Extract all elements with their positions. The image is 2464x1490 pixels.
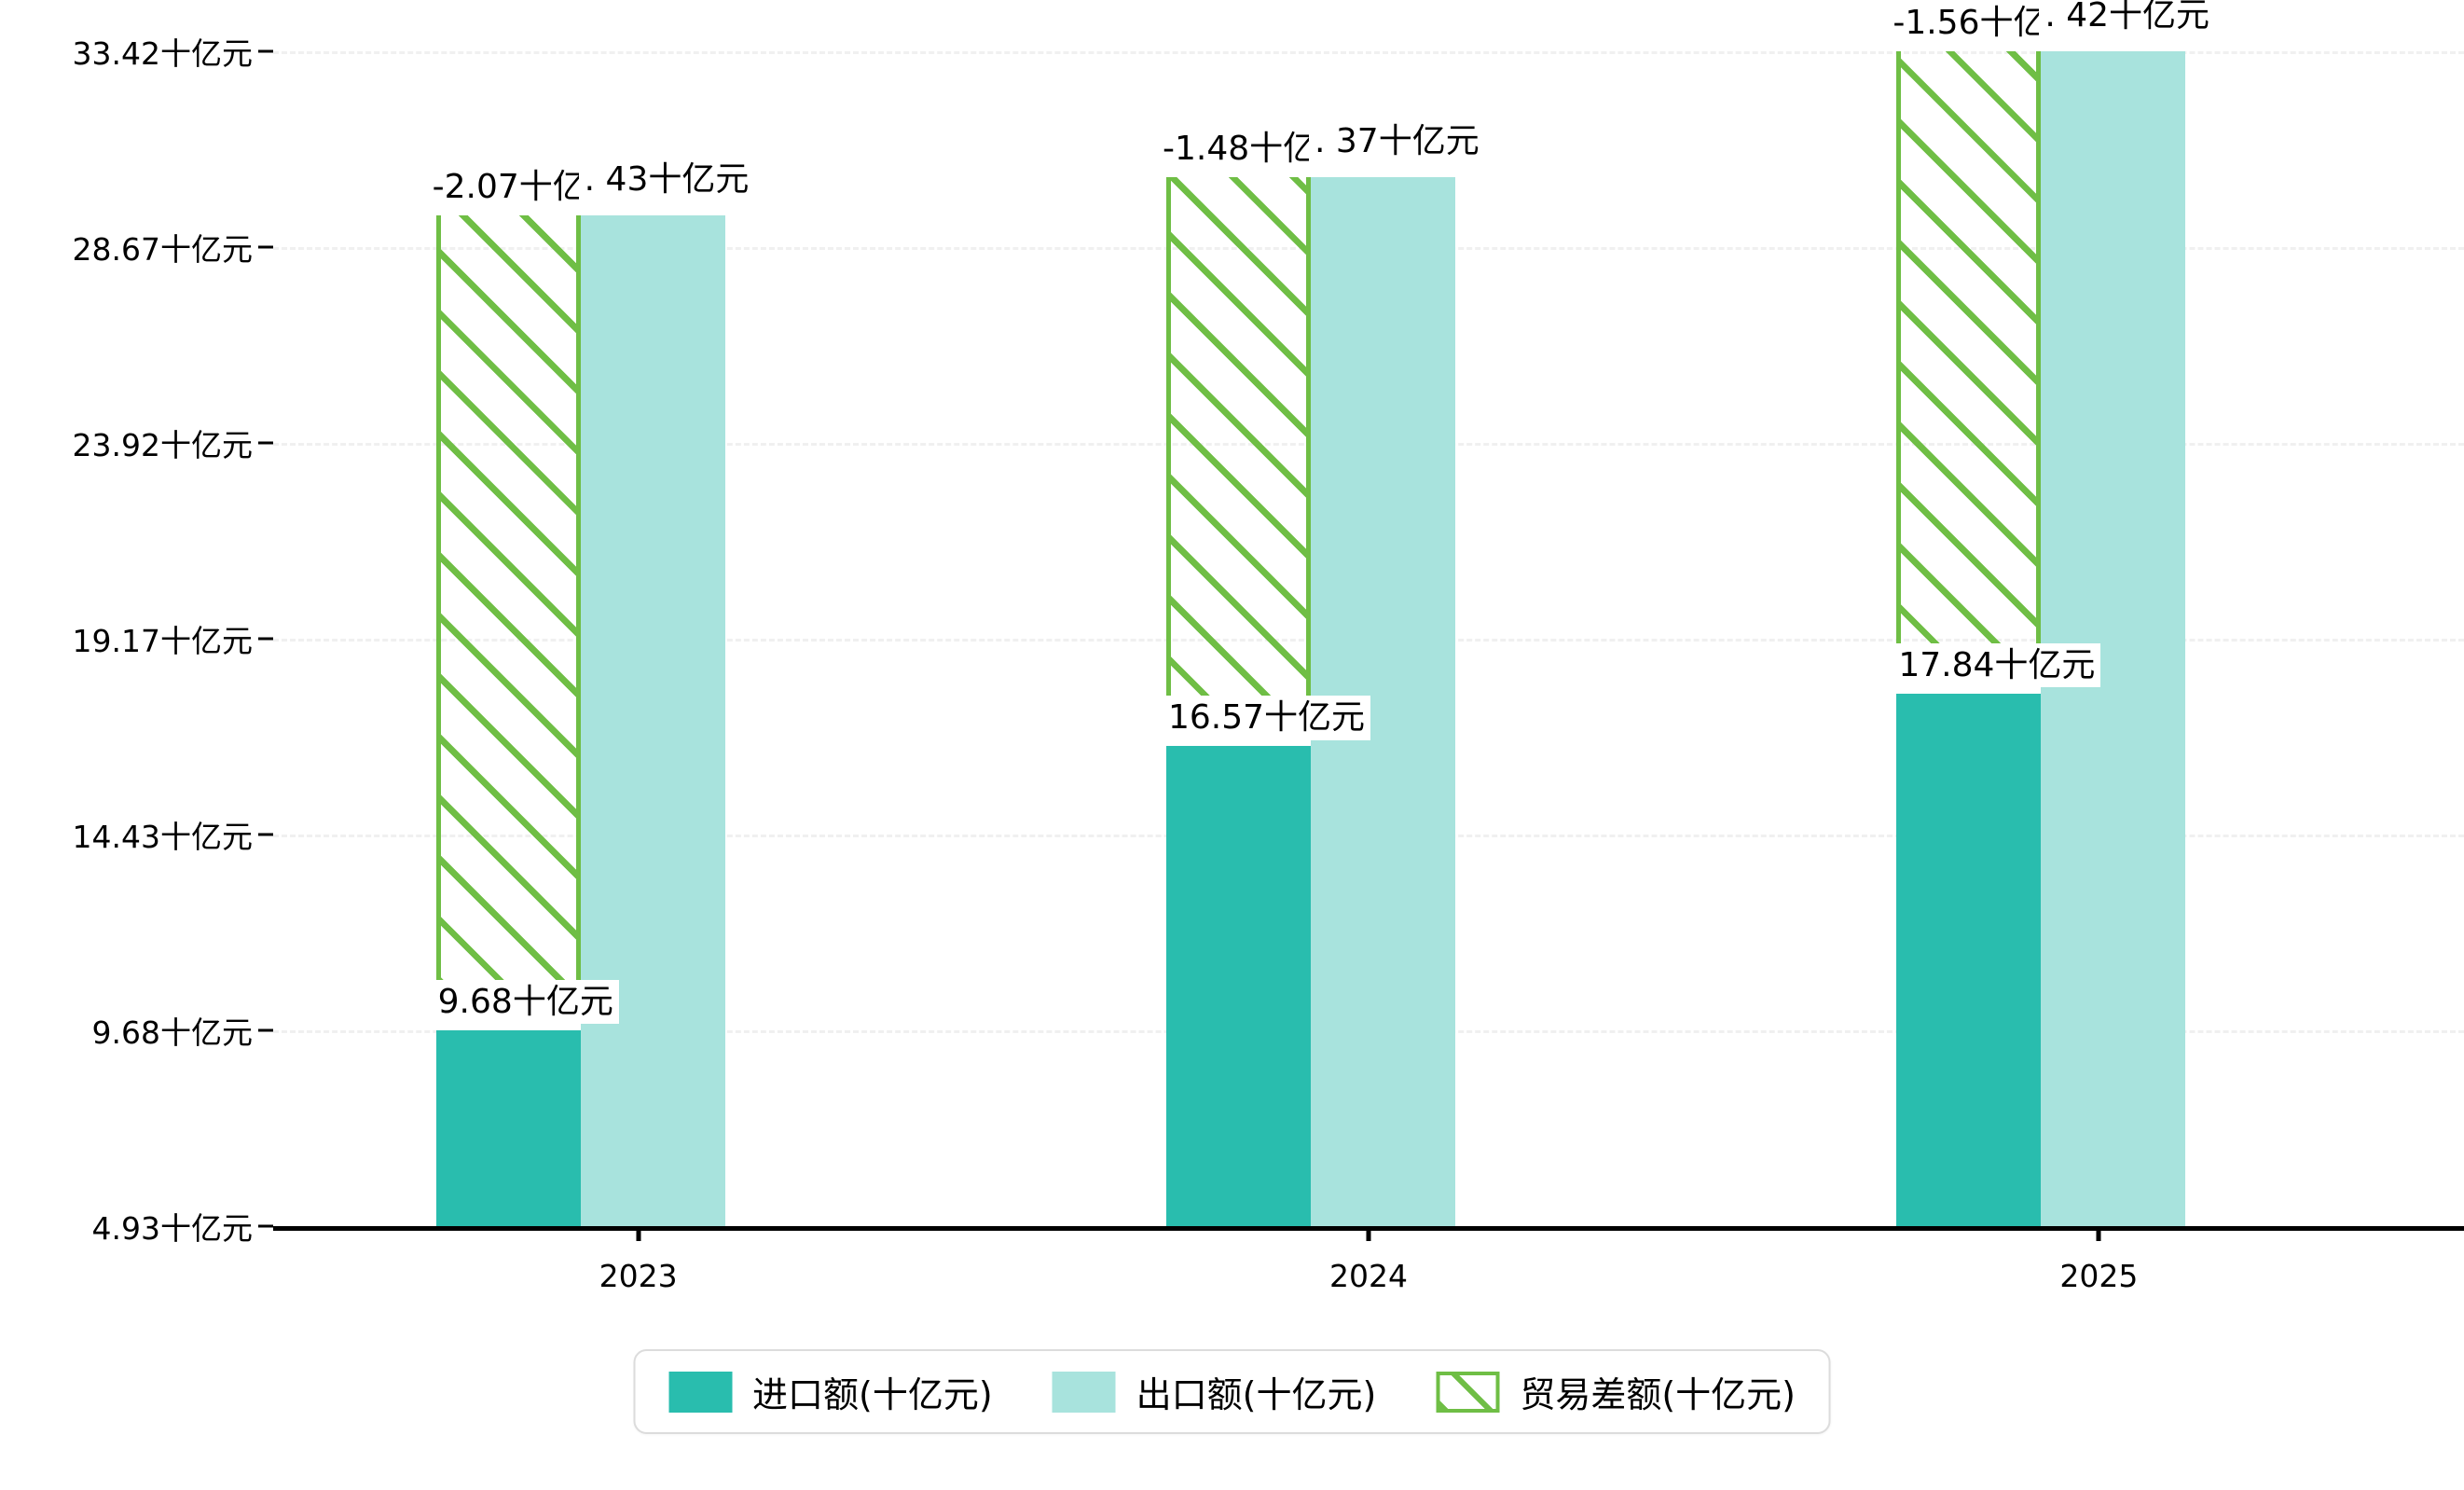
bar-import[interactable] — [435, 1029, 581, 1226]
value-label-export: . 37十亿元 — [1309, 118, 1485, 164]
y-tick-label: 4.93十亿元 — [91, 1210, 253, 1247]
bar-import[interactable] — [1896, 694, 2042, 1226]
x-tick-mark — [636, 1226, 641, 1241]
y-tick-label: 19.17十亿元 — [72, 623, 253, 660]
legend-label-balance: 贸易差额(十亿元) — [1520, 1374, 1796, 1415]
legend-label-export: 出口额(十亿元) — [1136, 1374, 1377, 1415]
y-tick-mark — [258, 441, 273, 445]
legend-label-import: 进口额(十亿元) — [752, 1374, 993, 1415]
plot-area: 4.93十亿元 9.68十亿元 14.43十亿元 19.17十亿元 23.92十亿元 28… — [73, 0, 2464, 1294]
legend-swatch-import-icon — [668, 1371, 733, 1413]
legend-item-export[interactable]: 出口额(十亿元) — [1052, 1366, 1377, 1417]
y-tick-mark — [258, 245, 273, 249]
legend-swatch-export-icon — [1052, 1371, 1116, 1413]
gridline — [273, 51, 2464, 54]
x-tick-label: 2025 — [2059, 1258, 2139, 1294]
x-tick-mark — [1366, 1226, 1371, 1241]
value-label-import: 9.68十亿元 — [432, 979, 619, 1025]
value-label-import: 16.57十亿元 — [1163, 696, 1371, 740]
x-tick-mark — [2096, 1226, 2101, 1241]
y-tick-mark — [258, 49, 273, 53]
y-tick-mark — [258, 637, 273, 641]
x-tick-label: 2024 — [1329, 1258, 1408, 1294]
bar-trade-balance[interactable] — [1166, 176, 1311, 726]
y-tick-mark — [258, 1224, 273, 1228]
y-tick-label: 23.92十亿元 — [72, 427, 253, 464]
y-tick-mark — [258, 833, 273, 836]
value-label-import: 17.84十亿元 — [1893, 643, 2101, 688]
legend-swatch-balance-hatched-icon — [1436, 1371, 1500, 1413]
y-tick-label: 28.67十亿元 — [72, 231, 253, 269]
value-label-export: . 42十亿元 — [2039, 0, 2216, 38]
y-tick-label: 33.42十亿元 — [72, 35, 253, 72]
y-tick-label: 14.43十亿元 — [72, 818, 253, 855]
bar-export[interactable] — [2041, 51, 2186, 1226]
y-tick-mark — [258, 1028, 273, 1032]
legend-item-balance[interactable]: 贸易差额(十亿元) — [1436, 1366, 1796, 1417]
bar-trade-balance[interactable] — [1896, 51, 2042, 674]
value-label-export: . 43十亿元 — [578, 158, 755, 202]
bar-export[interactable] — [580, 215, 725, 1226]
chart-legend: 进口额(十亿元) 出口额(十亿元) 贸易差额(十亿元) — [633, 1349, 1831, 1434]
bar-trade-balance[interactable] — [435, 215, 581, 986]
legend-item-import[interactable]: 进口额(十亿元) — [668, 1366, 993, 1417]
x-tick-label: 2023 — [599, 1258, 678, 1294]
bar-import[interactable] — [1166, 746, 1311, 1226]
y-tick-label: 9.68十亿元 — [91, 1014, 253, 1051]
